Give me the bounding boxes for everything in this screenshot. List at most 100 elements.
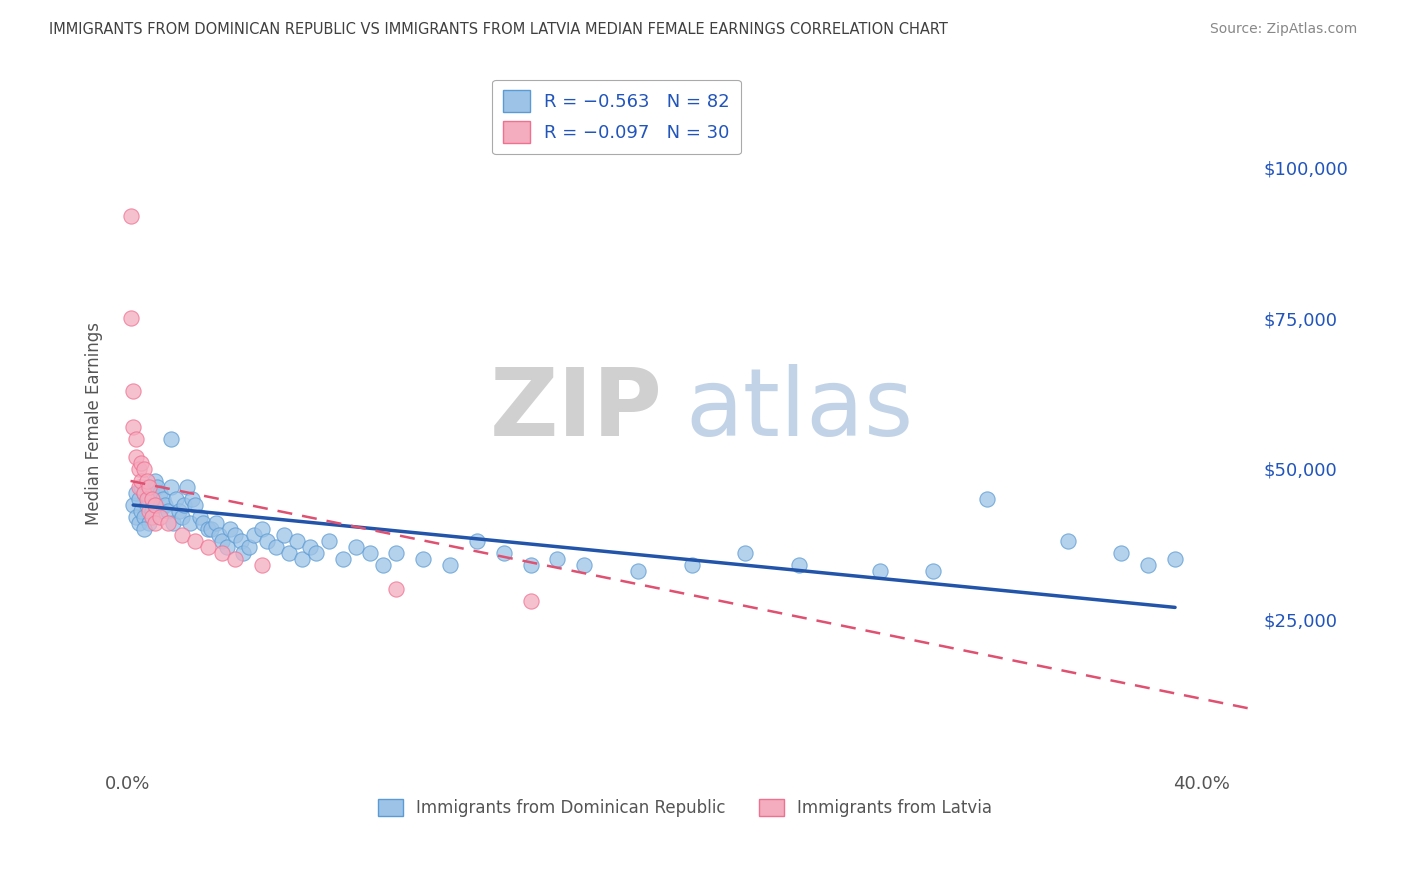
Point	[129, 480, 152, 494]
Point	[627, 564, 650, 578]
Point	[135, 480, 157, 494]
Point	[922, 564, 945, 578]
Point	[132, 486, 155, 500]
Point	[157, 504, 180, 518]
Point	[152, 491, 174, 506]
Point	[787, 558, 810, 573]
Point	[224, 552, 246, 566]
Point	[519, 594, 541, 608]
Text: ZIP: ZIP	[489, 364, 662, 456]
Point	[1137, 558, 1160, 573]
Point	[205, 516, 228, 530]
Point	[122, 498, 145, 512]
Point	[224, 528, 246, 542]
Point	[128, 491, 150, 506]
Point	[211, 534, 233, 549]
Text: Source: ZipAtlas.com: Source: ZipAtlas.com	[1209, 22, 1357, 37]
Point	[135, 474, 157, 488]
Point	[519, 558, 541, 573]
Point	[138, 516, 160, 530]
Point	[184, 498, 207, 512]
Point	[211, 546, 233, 560]
Text: atlas: atlas	[685, 364, 914, 456]
Point	[200, 522, 222, 536]
Point	[170, 528, 193, 542]
Point	[132, 486, 155, 500]
Point	[318, 534, 340, 549]
Point	[179, 516, 201, 530]
Point	[143, 498, 166, 512]
Point	[129, 504, 152, 518]
Point	[412, 552, 434, 566]
Point	[197, 540, 219, 554]
Point	[141, 486, 163, 500]
Point	[734, 546, 756, 560]
Point	[155, 498, 177, 512]
Point	[191, 516, 214, 530]
Point	[1056, 534, 1078, 549]
Point	[238, 540, 260, 554]
Point	[125, 510, 148, 524]
Point	[305, 546, 328, 560]
Point	[184, 534, 207, 549]
Point	[132, 522, 155, 536]
Point	[141, 510, 163, 524]
Point	[141, 504, 163, 518]
Point	[332, 552, 354, 566]
Point	[197, 522, 219, 536]
Point	[157, 516, 180, 530]
Point	[218, 522, 240, 536]
Point	[299, 540, 322, 554]
Point	[138, 491, 160, 506]
Point	[385, 546, 408, 560]
Point	[243, 528, 266, 542]
Y-axis label: Median Female Earnings: Median Female Earnings	[86, 322, 103, 525]
Point	[681, 558, 703, 573]
Point	[371, 558, 394, 573]
Point	[181, 491, 204, 506]
Point	[291, 552, 314, 566]
Point	[465, 534, 488, 549]
Point	[138, 480, 160, 494]
Point	[208, 528, 231, 542]
Legend: Immigrants from Dominican Republic, Immigrants from Latvia: Immigrants from Dominican Republic, Immi…	[371, 792, 998, 824]
Point	[143, 498, 166, 512]
Point	[120, 311, 142, 326]
Point	[188, 510, 211, 524]
Point	[167, 504, 190, 518]
Point	[256, 534, 278, 549]
Point	[232, 546, 254, 560]
Point	[146, 480, 169, 494]
Point	[264, 540, 287, 554]
Point	[159, 432, 181, 446]
Point	[125, 486, 148, 500]
Point	[359, 546, 381, 560]
Point	[250, 522, 273, 536]
Point	[132, 510, 155, 524]
Point	[165, 491, 187, 506]
Point	[217, 540, 239, 554]
Point	[385, 582, 408, 597]
Point	[122, 419, 145, 434]
Point	[546, 552, 568, 566]
Point	[141, 491, 163, 506]
Point	[135, 498, 157, 512]
Point	[120, 209, 142, 223]
Point	[125, 450, 148, 464]
Point	[138, 504, 160, 518]
Point	[492, 546, 515, 560]
Point	[273, 528, 295, 542]
Point	[162, 516, 184, 530]
Point	[250, 558, 273, 573]
Point	[1164, 552, 1187, 566]
Point	[229, 534, 252, 549]
Point	[143, 474, 166, 488]
Point	[170, 510, 193, 524]
Point	[125, 432, 148, 446]
Point	[869, 564, 891, 578]
Text: IMMIGRANTS FROM DOMINICAN REPUBLIC VS IMMIGRANTS FROM LATVIA MEDIAN FEMALE EARNI: IMMIGRANTS FROM DOMINICAN REPUBLIC VS IM…	[49, 22, 948, 37]
Point	[278, 546, 301, 560]
Point	[149, 486, 172, 500]
Point	[439, 558, 461, 573]
Point	[149, 510, 172, 524]
